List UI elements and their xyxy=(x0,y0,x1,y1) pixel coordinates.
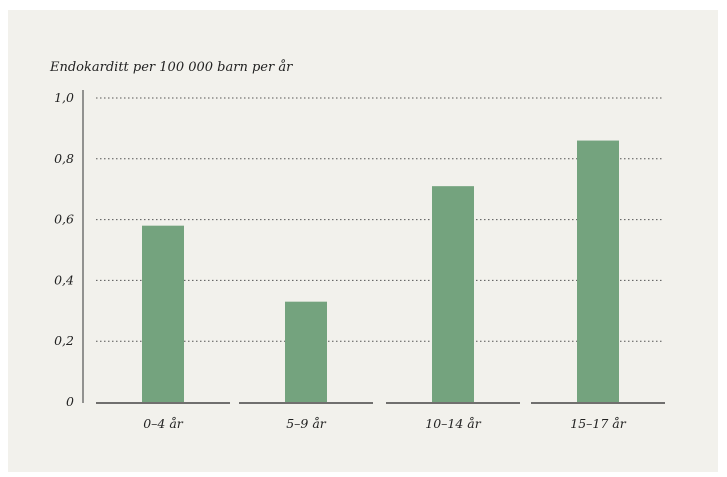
category-labels: 0–4 år 5–9 år 10–14 år 15–17 år xyxy=(143,416,627,431)
bar xyxy=(577,140,619,402)
category-label: 10–14 år xyxy=(425,416,481,431)
y-tick-label: 0,4 xyxy=(54,272,74,287)
y-tick-label: 0 xyxy=(66,394,74,409)
bar xyxy=(285,301,327,402)
y-tick-label: 0,6 xyxy=(54,212,74,227)
y-tick-label: 1,0 xyxy=(54,90,74,105)
category-label: 0–4 år xyxy=(143,416,184,431)
gridlines xyxy=(82,90,664,403)
y-tick-labels: 0 0,2 0,4 0,6 0,8 1,0 xyxy=(54,90,74,409)
y-tick-label: 0,2 xyxy=(54,333,74,348)
category-label: 15–17 år xyxy=(570,416,626,431)
y-axis-label: Endokarditt per 100 000 barn per år xyxy=(49,59,293,75)
bars xyxy=(142,140,619,402)
category-label: 5–9 år xyxy=(286,416,327,431)
bar xyxy=(142,225,184,402)
bar xyxy=(432,186,474,402)
y-tick-label: 0,8 xyxy=(54,151,74,166)
